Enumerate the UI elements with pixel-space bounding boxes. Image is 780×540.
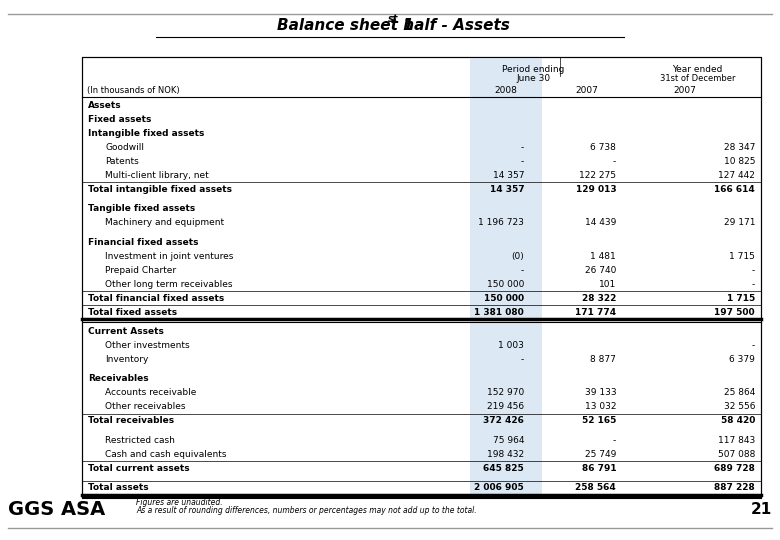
Text: 171 774: 171 774 (575, 308, 616, 316)
Text: 166 614: 166 614 (714, 185, 755, 194)
Text: 198 432: 198 432 (487, 450, 524, 458)
Text: Other long term receivables: Other long term receivables (105, 280, 232, 289)
Text: Accounts receivable: Accounts receivable (105, 388, 197, 397)
Text: Prepaid Charter: Prepaid Charter (105, 266, 176, 275)
Text: 101: 101 (599, 280, 616, 289)
Text: -: - (752, 341, 755, 350)
Text: -: - (613, 157, 616, 166)
Text: 21: 21 (751, 502, 772, 517)
Text: Patents: Patents (105, 157, 139, 166)
Text: Multi-client library, net: Multi-client library, net (105, 171, 209, 180)
Text: 129 013: 129 013 (576, 185, 616, 194)
Text: 28 347: 28 347 (724, 143, 755, 152)
Text: 2007: 2007 (575, 86, 598, 94)
Text: (0): (0) (512, 252, 524, 261)
Text: 25 864: 25 864 (724, 388, 755, 397)
Text: Goodwill: Goodwill (105, 143, 144, 152)
Text: 1 003: 1 003 (498, 341, 524, 350)
Text: 2007: 2007 (673, 86, 697, 94)
Text: 25 749: 25 749 (585, 450, 616, 458)
Text: -: - (521, 266, 524, 275)
Text: 258 564: 258 564 (576, 483, 616, 492)
Text: 2008: 2008 (495, 86, 517, 94)
Text: 29 171: 29 171 (724, 218, 755, 227)
Text: As a result of rounding differences, numbers or percentages may not add up to th: As a result of rounding differences, num… (136, 507, 477, 515)
Text: 1 381 080: 1 381 080 (474, 308, 524, 316)
Text: -: - (613, 436, 616, 445)
Text: 150 000: 150 000 (487, 280, 524, 289)
Text: Cash and cash equivalents: Cash and cash equivalents (105, 450, 227, 458)
Text: Total intangible fixed assets: Total intangible fixed assets (88, 185, 232, 194)
Text: 10 825: 10 825 (724, 157, 755, 166)
Text: 1 481: 1 481 (590, 252, 616, 261)
Text: GGS ASA: GGS ASA (8, 500, 105, 519)
Text: 372 426: 372 426 (484, 416, 524, 426)
Text: Fixed assets: Fixed assets (88, 115, 151, 124)
Text: Restricted cash: Restricted cash (105, 436, 176, 445)
Text: Balance sheet 1: Balance sheet 1 (277, 18, 413, 33)
Text: June 30: June 30 (516, 74, 550, 83)
Text: Tangible fixed assets: Tangible fixed assets (88, 205, 195, 213)
Text: (In thousands of NOK): (In thousands of NOK) (87, 86, 179, 94)
Text: -: - (521, 143, 524, 152)
Text: 127 442: 127 442 (718, 171, 755, 180)
Text: Period ending: Period ending (502, 65, 564, 73)
Text: 32 556: 32 556 (724, 402, 755, 411)
Text: Total financial fixed assets: Total financial fixed assets (88, 294, 225, 302)
Text: 1 715: 1 715 (727, 294, 755, 302)
Text: 122 275: 122 275 (580, 171, 616, 180)
Text: 14 357: 14 357 (493, 171, 524, 180)
Text: 86 791: 86 791 (582, 464, 616, 472)
Text: -: - (752, 266, 755, 275)
Text: -: - (521, 157, 524, 166)
Text: 28 322: 28 322 (582, 294, 616, 302)
Text: Financial fixed assets: Financial fixed assets (88, 238, 199, 247)
Text: Year ended: Year ended (672, 65, 722, 73)
Text: 14 439: 14 439 (585, 218, 616, 227)
Text: Machinery and equipment: Machinery and equipment (105, 218, 225, 227)
Text: Total fixed assets: Total fixed assets (88, 308, 177, 316)
Text: Other investments: Other investments (105, 341, 190, 350)
Text: 2 006 905: 2 006 905 (474, 483, 524, 492)
Text: 6 379: 6 379 (729, 355, 755, 364)
Text: Assets: Assets (88, 102, 122, 110)
Text: 75 964: 75 964 (493, 436, 524, 445)
Text: Current Assets: Current Assets (88, 327, 164, 336)
Text: 26 740: 26 740 (585, 266, 616, 275)
Text: 645 825: 645 825 (484, 464, 524, 472)
Text: Total current assets: Total current assets (88, 464, 190, 472)
Text: Total assets: Total assets (88, 483, 149, 492)
Text: 1 196 723: 1 196 723 (478, 218, 524, 227)
Text: 1 715: 1 715 (729, 252, 755, 261)
Bar (470, 57, 542, 497)
Text: 219 456: 219 456 (487, 402, 524, 411)
Text: 58 420: 58 420 (721, 416, 755, 426)
Text: 52 165: 52 165 (582, 416, 616, 426)
Text: Receivables: Receivables (88, 374, 149, 383)
Text: 117 843: 117 843 (718, 436, 755, 445)
Text: Inventory: Inventory (105, 355, 149, 364)
Text: 6 738: 6 738 (590, 143, 616, 152)
Text: 39 133: 39 133 (584, 388, 616, 397)
Text: -: - (521, 355, 524, 364)
Text: Investment in joint ventures: Investment in joint ventures (105, 252, 234, 261)
Text: Intangible fixed assets: Intangible fixed assets (88, 129, 204, 138)
Text: Figures are unaudited.: Figures are unaudited. (136, 498, 223, 507)
Text: 197 500: 197 500 (714, 308, 755, 316)
Text: 152 970: 152 970 (487, 388, 524, 397)
Text: 887 228: 887 228 (714, 483, 755, 492)
Text: -: - (752, 280, 755, 289)
Text: Other receivables: Other receivables (105, 402, 186, 411)
Text: 689 728: 689 728 (714, 464, 755, 472)
Text: 14 357: 14 357 (490, 185, 524, 194)
Text: st: st (388, 14, 398, 24)
Text: 8 877: 8 877 (590, 355, 616, 364)
Text: Total receivables: Total receivables (88, 416, 174, 426)
Text: 31st of December: 31st of December (660, 74, 735, 83)
Text: 507 088: 507 088 (718, 450, 755, 458)
Text: 150 000: 150 000 (484, 294, 524, 302)
Text: half - Assets: half - Assets (398, 18, 509, 33)
Text: 13 032: 13 032 (585, 402, 616, 411)
